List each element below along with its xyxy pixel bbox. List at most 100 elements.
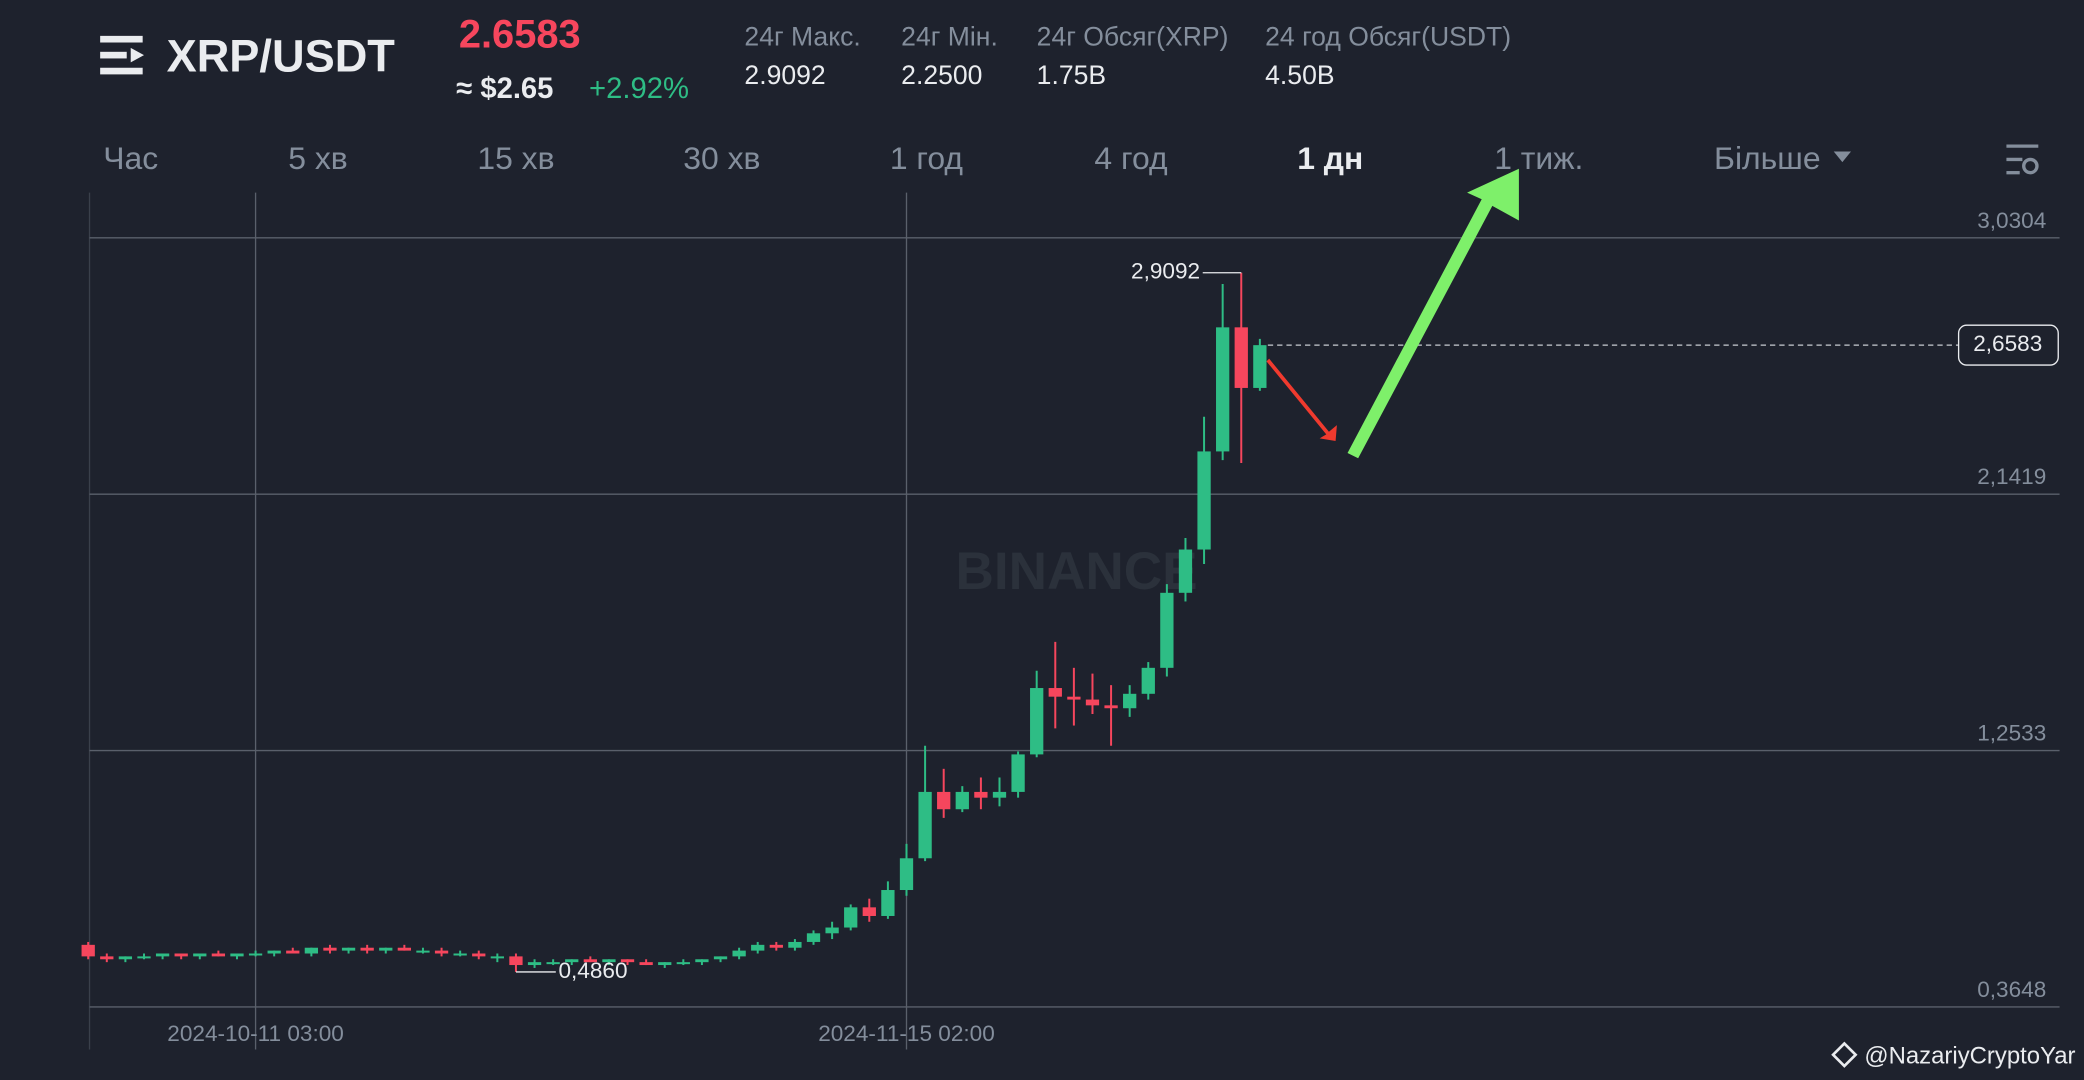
candle-body <box>379 947 393 951</box>
settings-icon[interactable] <box>2006 144 2039 175</box>
green-arrow <box>1347 168 1519 459</box>
stat-label: 24г Мін. <box>901 22 998 52</box>
x-tick-label: 2024-10-11 03:00 <box>167 1021 344 1046</box>
candle-body <box>137 956 151 959</box>
candle-body <box>360 947 374 951</box>
candle-body <box>565 959 579 963</box>
candle-body <box>397 947 412 951</box>
stat-label: 24г Обсяг(XRP) <box>1037 22 1229 52</box>
candle-body <box>583 959 597 963</box>
candle-body <box>341 947 356 951</box>
usd-price: ≈ $2.65 <box>456 73 553 105</box>
candle-body <box>602 959 616 963</box>
candle-body <box>286 950 300 954</box>
candle-body <box>899 858 914 891</box>
candle-body <box>546 962 560 965</box>
timeframe-tab[interactable]: 1 год <box>890 140 964 176</box>
y-tick-label: 2,1419 <box>1977 464 2046 489</box>
timeframe-tab[interactable]: 4 год <box>1094 140 1168 176</box>
candle-body <box>825 927 839 934</box>
candle-body <box>1048 688 1062 697</box>
last-price-tag <box>1957 324 2059 366</box>
stat-value: 2.2500 <box>901 60 982 90</box>
y-tick-label: 3,0304 <box>1977 208 2046 233</box>
candle-body <box>732 950 746 957</box>
candle-body <box>1178 549 1193 593</box>
candle-body <box>81 944 95 957</box>
candle-body <box>174 953 188 957</box>
candle-body <box>695 959 709 963</box>
timeframe-tab[interactable]: 15 хв <box>477 140 554 176</box>
candle-body <box>267 950 281 954</box>
candle-body <box>453 953 467 956</box>
candle-body <box>806 933 821 942</box>
candle-body <box>527 962 542 966</box>
candle-body <box>490 956 504 959</box>
last-price-label: 2,6583 <box>1973 331 2042 356</box>
candle-body <box>1141 667 1155 694</box>
candle-body <box>676 962 690 965</box>
candle-body <box>472 953 486 957</box>
candle-body <box>713 956 728 960</box>
candle-body <box>1160 592 1174 668</box>
red-arrow <box>1266 358 1337 442</box>
candle-body <box>1197 451 1211 550</box>
stat-label: 24 год Обсяг(USDT) <box>1265 22 1511 52</box>
timeframe-tab[interactable]: 5 хв <box>288 140 347 176</box>
watermark: BINANCE <box>956 542 1198 601</box>
candle-body <box>1253 345 1267 388</box>
candle-body <box>1085 699 1100 706</box>
stat-value: 1.75B <box>1037 60 1106 90</box>
candle-body <box>1030 688 1044 755</box>
candle-body <box>193 953 207 957</box>
pair: XRP/USDT <box>167 31 396 82</box>
candle-body <box>881 890 895 916</box>
candle-body <box>434 950 449 954</box>
candle-body <box>992 791 1007 798</box>
candle-body <box>862 907 876 916</box>
candle-body <box>230 953 244 957</box>
candle-body <box>248 953 263 956</box>
change: +2.92% <box>589 73 689 105</box>
high-label: 2,9092 <box>1131 259 1200 284</box>
stat-value: 2.9092 <box>744 60 825 90</box>
credit: @NazariyCryptoYar <box>1864 1043 2075 1070</box>
candle-body <box>155 953 170 957</box>
candle-body <box>118 956 133 960</box>
candle-body <box>416 950 430 953</box>
candle-body <box>955 791 969 810</box>
candle-body <box>769 944 783 948</box>
stat-value: 4.50B <box>1265 60 1334 90</box>
candle-body <box>1011 754 1025 792</box>
timeframe-tab[interactable]: 1 дн <box>1297 140 1363 176</box>
candle-body <box>100 956 114 960</box>
candle-body <box>1067 696 1081 700</box>
timeframe-tab[interactable]: 30 хв <box>683 140 760 176</box>
candle-body <box>1234 327 1248 388</box>
candle-body <box>658 962 672 966</box>
candle-body <box>974 791 988 798</box>
candle-body <box>918 791 932 859</box>
timeframe-tab[interactable]: 1 тиж. <box>1494 140 1583 176</box>
candle-body <box>323 947 337 951</box>
menu-icon[interactable] <box>100 35 144 75</box>
dropdown-caret <box>1833 151 1852 163</box>
x-tick-label: 2024-11-15 02:00 <box>818 1021 995 1046</box>
timeframe-tab[interactable]: Більше <box>1714 140 1821 176</box>
credit-icon <box>1831 1041 1858 1068</box>
candle-body <box>304 947 319 954</box>
candle-body <box>639 962 653 966</box>
candle-body <box>844 907 858 928</box>
candle-body <box>937 791 951 810</box>
candle-body <box>1104 705 1118 709</box>
y-tick-label: 1,2533 <box>1977 721 2046 746</box>
timeframe-tab[interactable]: Час <box>103 140 158 176</box>
candle-body <box>751 944 765 951</box>
y-tick-label: 0,3648 <box>1977 977 2046 1002</box>
candle-body <box>1123 693 1137 709</box>
candle-body <box>788 941 802 948</box>
stat-label: 24г Макс. <box>744 22 860 52</box>
